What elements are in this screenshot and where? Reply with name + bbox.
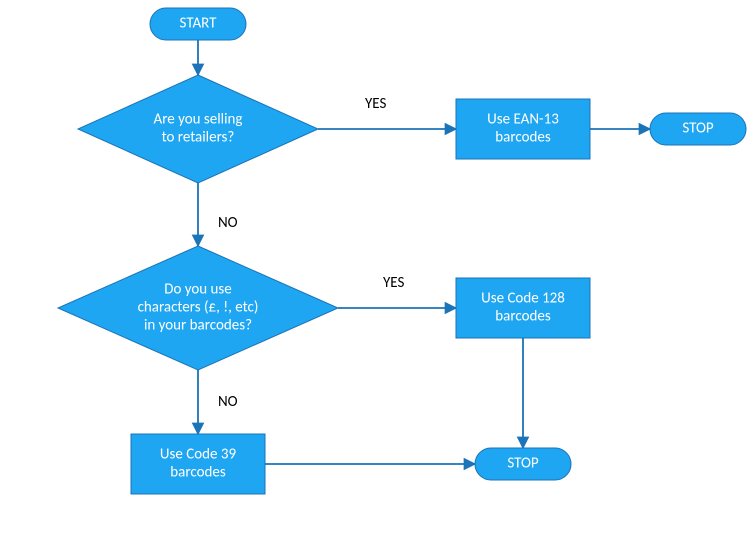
edge-label-d1-p_ean: YES xyxy=(365,95,386,113)
edge-label-d1-d2: NO xyxy=(218,214,238,232)
node-d2: Do you usecharacters (£, !, etc)in your … xyxy=(58,246,338,370)
node-d2-text: Do you use xyxy=(164,281,232,299)
node-p_c39-text: barcodes xyxy=(170,464,226,482)
node-d1-text: Are you selling xyxy=(154,111,243,129)
node-stop1-text: STOP xyxy=(682,120,714,138)
node-stop1: STOP xyxy=(650,113,746,145)
node-p_c39-text: Use Code 39 xyxy=(160,446,237,464)
node-d2-text: in your barcodes? xyxy=(144,317,252,335)
node-d1: Are you sellingto retailers? xyxy=(78,75,318,183)
flowchart: YES NO YES NO START Are you sellingto retaile… xyxy=(0,0,750,533)
node-start: START xyxy=(150,8,246,40)
node-d1-text: to retailers? xyxy=(162,129,235,147)
node-stop2: STOP xyxy=(475,448,571,480)
node-p_ean-text: Use EAN-13 xyxy=(487,111,559,129)
node-p_ean-text: barcodes xyxy=(495,129,551,147)
node-stop2-text: STOP xyxy=(507,455,539,473)
node-d2-text: characters (£, !, etc) xyxy=(138,299,259,317)
node-p_c128-text: Use Code 128 xyxy=(481,290,565,308)
node-p_c128-text: barcodes xyxy=(495,308,551,326)
edge-label-d2-p_c128: YES xyxy=(383,274,404,292)
node-p_ean: Use EAN-13barcodes xyxy=(456,99,590,159)
nodes: START Are you sellingto retailers? Use EAN… xyxy=(58,8,746,494)
node-p_c39: Use Code 39barcodes xyxy=(131,434,265,494)
node-p_c128: Use Code 128barcodes xyxy=(456,278,590,338)
edge-label-d2-p_c39: NO xyxy=(218,393,238,411)
node-start-text: START xyxy=(180,15,218,33)
